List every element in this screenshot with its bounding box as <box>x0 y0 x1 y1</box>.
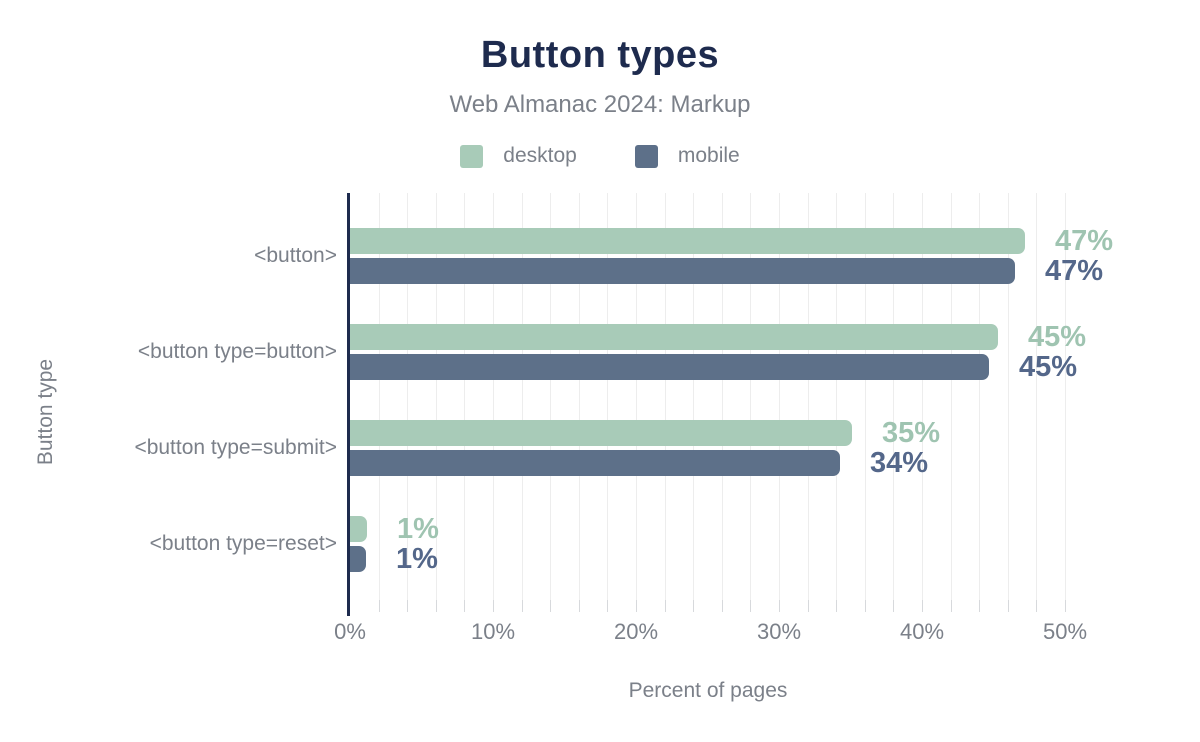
x-axis-tick <box>979 600 981 612</box>
gridline <box>464 193 466 600</box>
x-axis-tick <box>922 600 923 612</box>
chart-subtitle: Web Almanac 2024: Markup <box>449 91 751 118</box>
gridline <box>750 193 752 600</box>
x-axis-tick <box>521 600 523 612</box>
chart-title: Button types <box>480 34 720 76</box>
gridline <box>378 193 380 600</box>
gridline <box>550 193 552 600</box>
x-axis-title: Percent of pages <box>628 679 788 702</box>
legend-label: desktop <box>503 144 577 167</box>
x-axis-tick <box>750 600 752 612</box>
gridline <box>1036 193 1038 600</box>
legend-swatch-desktop <box>460 144 484 168</box>
bar-desktop <box>350 420 852 446</box>
gridline <box>864 193 866 600</box>
value-label-desktop: 45% <box>1028 321 1087 353</box>
x-axis-tick <box>578 600 580 612</box>
x-axis-tick <box>378 600 380 612</box>
x-axis-tick <box>836 600 838 612</box>
gridline <box>922 193 923 600</box>
x-axis-tick <box>864 600 866 612</box>
bar-desktop <box>350 516 367 542</box>
legend-label: mobile <box>677 144 740 167</box>
x-tick-label: 0% <box>334 619 366 644</box>
y-axis-title: Button type <box>34 358 57 466</box>
legend-swatch-mobile <box>634 144 658 168</box>
x-axis-tick <box>1036 600 1038 612</box>
x-tick-label: 20% <box>613 619 659 644</box>
x-axis-tick <box>607 600 609 612</box>
gridline <box>607 193 609 600</box>
x-axis-tick <box>664 600 666 612</box>
bar-mobile <box>350 450 840 476</box>
gridline <box>979 193 981 600</box>
gridline <box>693 193 695 600</box>
x-axis-tick <box>893 600 895 612</box>
bar-mobile <box>350 546 366 572</box>
x-axis-tick <box>464 600 466 612</box>
gridline <box>1065 193 1066 600</box>
gridline <box>636 193 637 600</box>
gridline <box>950 193 952 600</box>
value-label-desktop: 1% <box>397 513 439 545</box>
bar-mobile <box>350 258 1015 284</box>
category-label: <button> <box>254 244 337 267</box>
x-axis-tick <box>407 600 409 612</box>
x-axis-tick <box>807 600 809 612</box>
gridline <box>435 193 437 600</box>
bar-mobile <box>350 354 989 380</box>
x-axis-tick <box>779 600 780 612</box>
gridline <box>1007 193 1009 600</box>
x-axis-tick <box>435 600 437 612</box>
bar-desktop <box>350 228 1025 254</box>
value-label-desktop: 35% <box>882 417 941 449</box>
value-label-mobile: 1% <box>396 543 438 575</box>
gridline <box>721 193 723 600</box>
value-label-desktop: 47% <box>1055 225 1114 257</box>
x-axis-tick <box>693 600 695 612</box>
x-tick-label: 40% <box>899 619 945 644</box>
legend: desktop mobile <box>0 143 1200 169</box>
x-axis-tick <box>1007 600 1009 612</box>
y-axis-line <box>347 193 350 616</box>
category-label: <button type=submit> <box>134 436 337 459</box>
x-tick-label: 30% <box>756 619 802 644</box>
value-label-mobile: 47% <box>1045 255 1104 287</box>
value-label-mobile: 34% <box>870 447 929 479</box>
gridline <box>779 193 780 600</box>
x-axis-tick <box>636 600 637 612</box>
x-tick-label: 10% <box>470 619 516 644</box>
x-axis-tick <box>950 600 952 612</box>
x-axis-tick <box>493 600 494 612</box>
category-label: <button type=button> <box>137 340 337 363</box>
x-axis-tick <box>721 600 723 612</box>
gridline <box>664 193 666 600</box>
x-axis-tick <box>1065 600 1066 612</box>
value-label-mobile: 45% <box>1019 351 1078 383</box>
gridline <box>836 193 838 600</box>
legend-item-mobile[interactable]: mobile <box>634 144 740 168</box>
legend-item-desktop[interactable]: desktop <box>460 144 577 168</box>
gridline <box>407 193 409 600</box>
category-label: <button type=reset> <box>149 532 337 555</box>
gridline <box>578 193 580 600</box>
gridline <box>493 193 494 600</box>
bar-desktop <box>350 324 998 350</box>
gridline <box>893 193 895 600</box>
x-axis-tick <box>550 600 552 612</box>
x-tick-label: 50% <box>1042 619 1088 644</box>
gridline <box>807 193 809 600</box>
gridline <box>521 193 523 600</box>
